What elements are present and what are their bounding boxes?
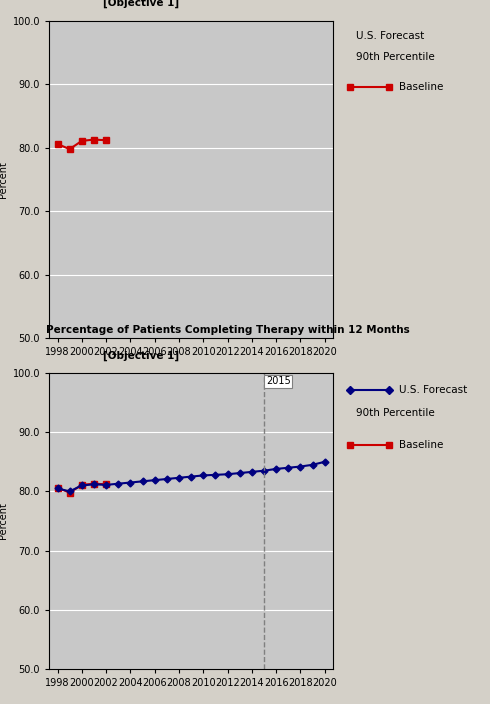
Text: Baseline: Baseline [398, 82, 443, 92]
Text: [Objective 1]: [Objective 1] [103, 351, 179, 361]
Text: Baseline: Baseline [398, 439, 443, 450]
Text: U.S. Forecast: U.S. Forecast [356, 31, 424, 42]
Text: Percentage of Patients Completing Therapy within 12 Months: Percentage of Patients Completing Therap… [46, 325, 410, 334]
Text: 90th Percentile: 90th Percentile [356, 51, 435, 62]
Text: 90th Percentile: 90th Percentile [356, 408, 435, 418]
Text: U.S. Forecast: U.S. Forecast [398, 384, 467, 395]
Text: 2015: 2015 [266, 376, 291, 386]
Text: [Objective 1]: [Objective 1] [103, 0, 179, 8]
Y-axis label: Percent: Percent [0, 161, 8, 198]
Y-axis label: Percent: Percent [0, 503, 8, 539]
